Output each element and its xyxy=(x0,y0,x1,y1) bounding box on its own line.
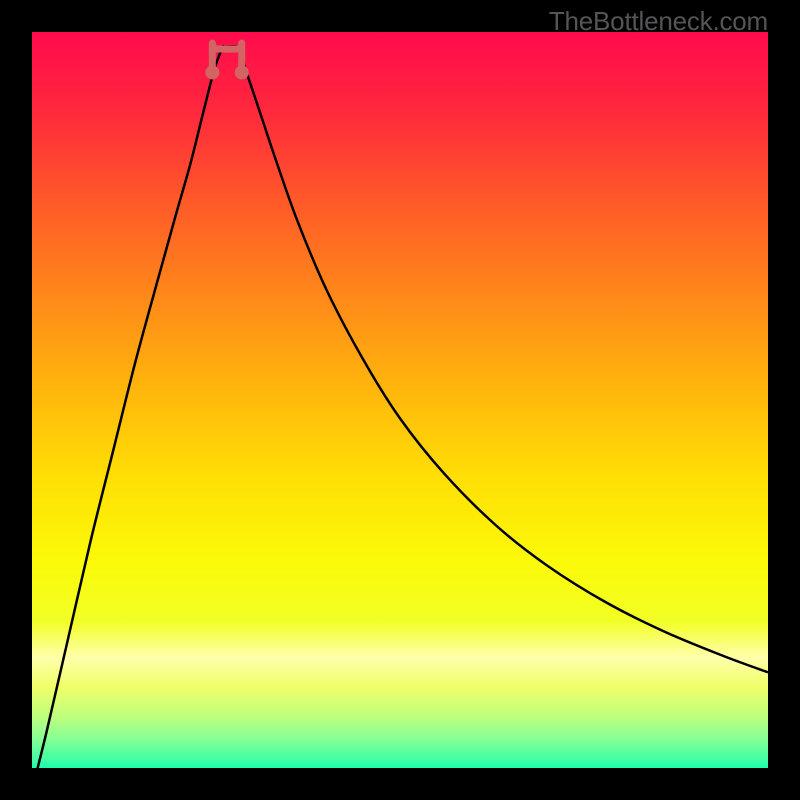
gradient-background xyxy=(32,32,768,768)
plot-area xyxy=(32,32,768,768)
chart-frame: TheBottleneck.com xyxy=(0,0,800,800)
curve-marker xyxy=(235,65,249,79)
plot-svg xyxy=(32,32,768,768)
curve-marker xyxy=(205,65,219,79)
